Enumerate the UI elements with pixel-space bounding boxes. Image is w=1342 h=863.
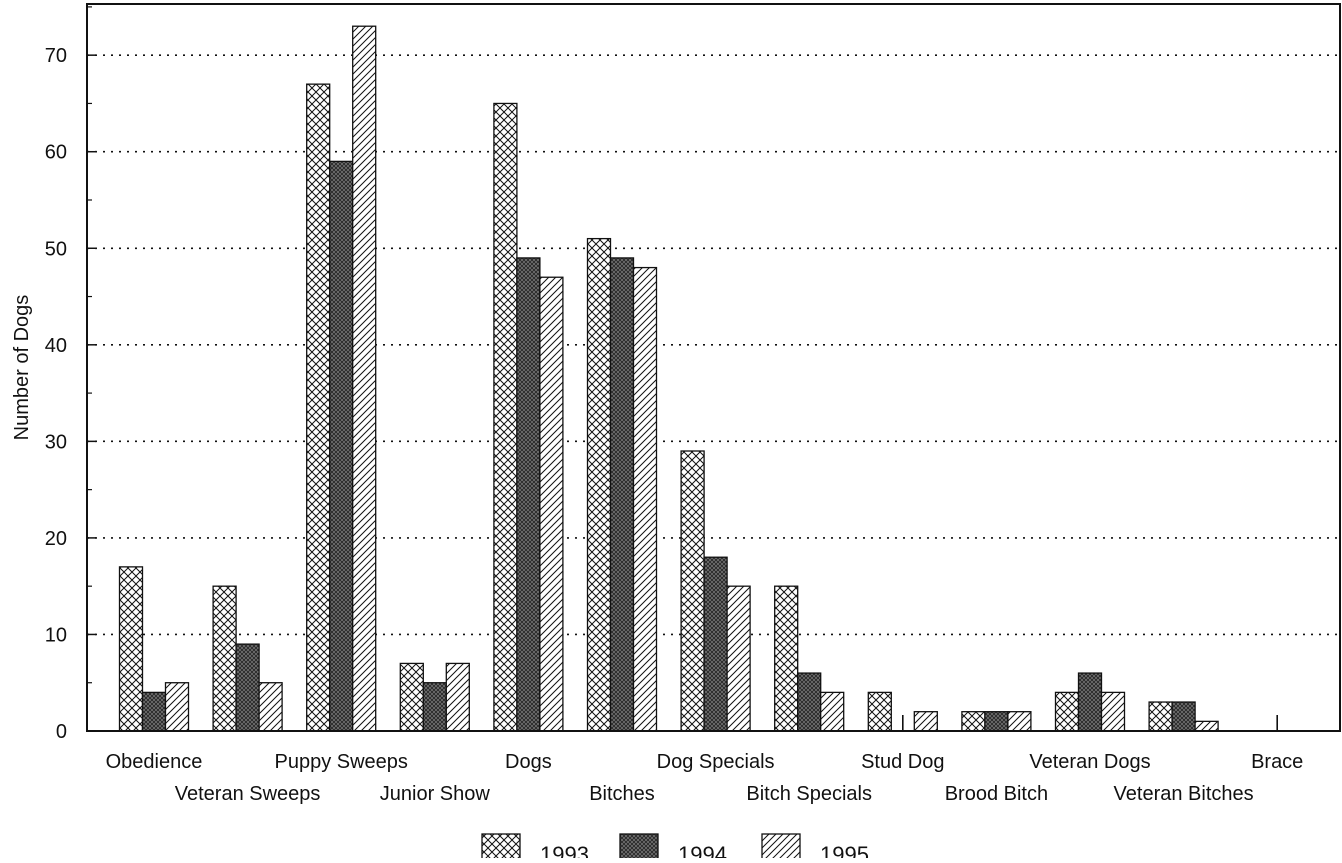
x-category-label: Junior Show bbox=[380, 783, 491, 805]
bar-1994-2 bbox=[329, 160, 354, 732]
legend-swatch-1995 bbox=[761, 833, 801, 863]
x-category-label: Veteran Dogs bbox=[1029, 751, 1150, 773]
bar-1995-0 bbox=[164, 682, 190, 732]
x-category-label: Veteran Bitches bbox=[1114, 783, 1254, 805]
y-axis-title: Number of Dogs bbox=[11, 295, 33, 441]
axes-layer bbox=[86, 3, 1341, 732]
x-category-label: Bitches bbox=[589, 783, 655, 805]
bar-1994-1 bbox=[235, 643, 260, 732]
bar-1994-3 bbox=[422, 682, 447, 732]
y-tick-label: 0 bbox=[56, 721, 67, 743]
bar-1995-1 bbox=[258, 682, 283, 732]
bar-1993-11 bbox=[1148, 701, 1173, 732]
x-category-label: Veteran Sweeps bbox=[175, 783, 321, 805]
bar-1995-9 bbox=[1007, 711, 1032, 732]
bar-1993-9 bbox=[961, 711, 986, 732]
bar-1995-4 bbox=[539, 276, 564, 732]
bar-1994-10 bbox=[1077, 672, 1103, 732]
legend-label: 1994 bbox=[678, 842, 727, 858]
x-axis-category-labels: Obedience Veteran Sweeps Puppy Sweeps Junio… bbox=[106, 751, 1304, 805]
y-tick-label: 50 bbox=[45, 238, 67, 260]
legend: 1993 1994 1995 bbox=[481, 833, 869, 863]
bar-1994-11 bbox=[1171, 701, 1196, 732]
gridlines bbox=[87, 54, 1340, 636]
x-category-label: Puppy Sweeps bbox=[274, 751, 407, 773]
y-tick-label: 70 bbox=[45, 45, 67, 67]
bar-1994-0 bbox=[141, 691, 167, 732]
bar-1993-0 bbox=[118, 566, 144, 732]
x-category-label: Brace bbox=[1251, 751, 1303, 773]
bars-layer bbox=[118, 25, 1278, 732]
x-category-label: Dogs bbox=[505, 751, 552, 773]
x-category-label: Bitch Specials bbox=[746, 783, 872, 805]
bar-1993-4 bbox=[493, 102, 518, 732]
x-category-label: Dog Specials bbox=[657, 751, 775, 773]
legend-swatch-1994 bbox=[619, 833, 659, 863]
bar-1993-3 bbox=[399, 662, 424, 732]
bar-1995-11 bbox=[1194, 720, 1219, 732]
bar-1995-2 bbox=[352, 25, 377, 732]
y-tick-label: 30 bbox=[45, 431, 67, 453]
y-axis: 0 10 20 30 40 50 60 70 bbox=[45, 6, 96, 743]
bar-1995-7 bbox=[820, 691, 845, 732]
bar-1994-6 bbox=[703, 556, 728, 732]
bar-1994-9 bbox=[984, 711, 1009, 732]
bar-1995-6 bbox=[726, 585, 751, 732]
x-category-label: Stud Dog bbox=[861, 751, 944, 773]
legend-label: 1993 bbox=[540, 842, 589, 858]
bar-1993-7 bbox=[774, 585, 799, 732]
bar-1994-7 bbox=[797, 672, 822, 732]
bar-1994-5 bbox=[609, 257, 635, 732]
y-tick-label: 10 bbox=[45, 624, 67, 646]
bar-1995-10 bbox=[1100, 691, 1126, 732]
y-tick-label: 20 bbox=[45, 528, 67, 550]
y-tick-label: 40 bbox=[45, 335, 67, 357]
bar-1995-5 bbox=[632, 266, 658, 732]
bar-1993-5 bbox=[586, 237, 612, 732]
x-category-label: Brood Bitch bbox=[945, 783, 1048, 805]
bar-1993-1 bbox=[212, 585, 237, 732]
legend-label: 1995 bbox=[820, 842, 869, 858]
plot-frame bbox=[86, 3, 1341, 732]
bar-1995-3 bbox=[445, 662, 470, 732]
x-category-label: Obedience bbox=[106, 751, 203, 773]
bar-1994-4 bbox=[516, 257, 541, 732]
legend-swatch-1993 bbox=[481, 833, 521, 863]
bar-1993-6 bbox=[680, 450, 705, 732]
bar-1993-10 bbox=[1054, 691, 1080, 732]
bar-1993-8 bbox=[867, 691, 892, 732]
bar-1995-8 bbox=[913, 711, 938, 732]
bar-1993-2 bbox=[306, 83, 331, 732]
y-tick-label: 60 bbox=[45, 142, 67, 164]
